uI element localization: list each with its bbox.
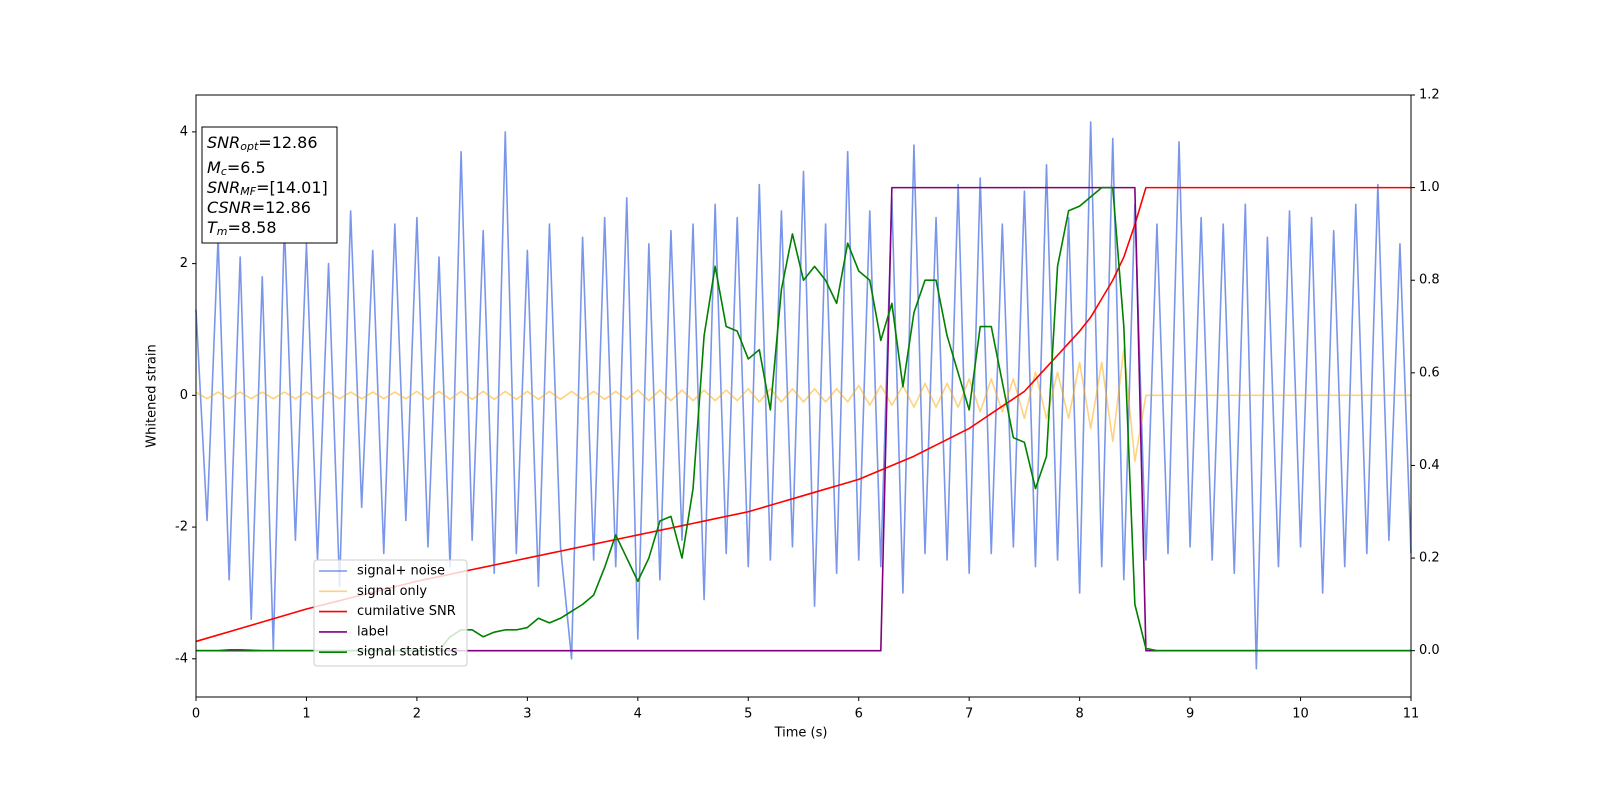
y2-tick-label: 0.0 — [1419, 643, 1440, 658]
annotation-box: SNRopt=12.86Mc=6.5SNRMF=[14.01]CSNR=12.8… — [201, 126, 338, 244]
annotation-line: SNRMF=[14.01] — [207, 178, 328, 199]
legend: signal+ noise signal only cumilative SNR la… — [313, 559, 468, 667]
annotation-name: T — [207, 218, 218, 237]
series-line — [195, 348, 1411, 463]
y-tick-label: 0 — [180, 388, 188, 403]
x-tick-label: 7 — [965, 707, 973, 722]
x-tick-label: 3 — [523, 707, 531, 722]
annotation-line: SNRopt=12.86 — [207, 133, 318, 154]
legend-label: label — [357, 624, 388, 639]
series-line — [195, 121, 1412, 670]
plot-frame — [195, 94, 1412, 698]
annotation-frame — [201, 126, 338, 244]
annotation-line: CSNR=12.86 — [207, 198, 311, 217]
y-tick-label: 4 — [180, 124, 188, 139]
annotation-name: SNR — [207, 178, 240, 197]
y2-tick-label: 0.6 — [1419, 365, 1440, 380]
x-tick-label: 6 — [855, 707, 863, 722]
x-axis-label: Time (s) — [774, 726, 828, 741]
annotation-text: =[14.01] — [256, 178, 328, 197]
y2-tick-label: 0.2 — [1419, 551, 1440, 566]
annotation-sub: c — [221, 165, 227, 178]
x-tick-label: 2 — [413, 707, 421, 722]
y-axis-label: Whitened strain — [145, 344, 160, 447]
y2-tick-label: 1.0 — [1419, 180, 1440, 195]
x-tick-label: 11 — [1403, 707, 1420, 722]
annotation-line: Mc=6.5 — [207, 158, 266, 179]
x-tick-label: 4 — [634, 707, 642, 722]
legend-label: signal only — [357, 584, 427, 599]
x-tick-label: 5 — [744, 707, 752, 722]
annotation-text: =12.86 — [258, 133, 317, 152]
annotation-line: Tm=8.58 — [207, 218, 277, 239]
annotation-name: M — [207, 158, 221, 177]
y-tick-label: -2 — [175, 520, 188, 535]
annotation-sub: MF — [240, 185, 256, 198]
legend-label: signal+ noise — [357, 564, 445, 579]
annotation-sub: m — [217, 225, 228, 238]
y2-tick-label: 0.4 — [1419, 458, 1440, 473]
annotation-sub: opt — [240, 140, 259, 153]
x-tick-label: 1 — [302, 707, 310, 722]
x-tick-label: 10 — [1292, 707, 1309, 722]
y2-tick-label: 0.8 — [1419, 273, 1440, 288]
annotation-text: =12.86 — [252, 198, 311, 217]
annotation-name: SNR — [207, 133, 240, 152]
legend-label: signal statistics — [357, 645, 458, 660]
annotation-name: CSNR — [207, 198, 252, 217]
ticks: 0 1 2 3 4 5 6 7 8 9 10 11 -4 -2 0 2 4 0.0 0.2 0.4 0.6 0.8 1.0 1… — [175, 88, 1440, 722]
y-tick-label: -4 — [175, 651, 188, 666]
x-tick-label: 8 — [1075, 707, 1083, 722]
x-tick-label: 9 — [1186, 707, 1194, 722]
y2-tick-label: 1.2 — [1419, 88, 1440, 103]
x-tick-label: 0 — [192, 707, 200, 722]
legend-frame — [313, 559, 468, 667]
annotation-text: =6.5 — [227, 158, 266, 177]
annotation-text: =8.58 — [228, 218, 277, 237]
legend-label: cumilative SNR — [357, 604, 456, 619]
y-tick-label: 2 — [180, 256, 188, 271]
